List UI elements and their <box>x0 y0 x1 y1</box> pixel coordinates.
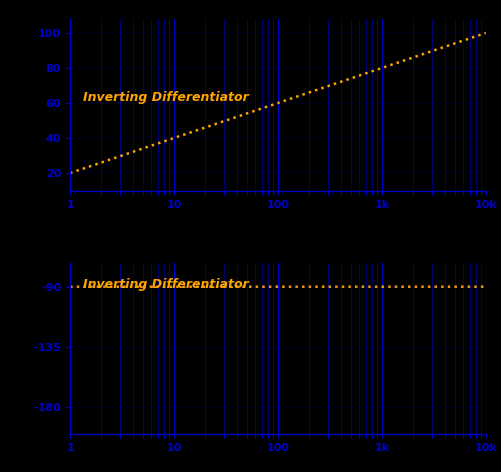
Text: Inverting Differentiator: Inverting Differentiator <box>83 278 248 291</box>
Text: Inverting Differentiator: Inverting Differentiator <box>83 91 248 104</box>
